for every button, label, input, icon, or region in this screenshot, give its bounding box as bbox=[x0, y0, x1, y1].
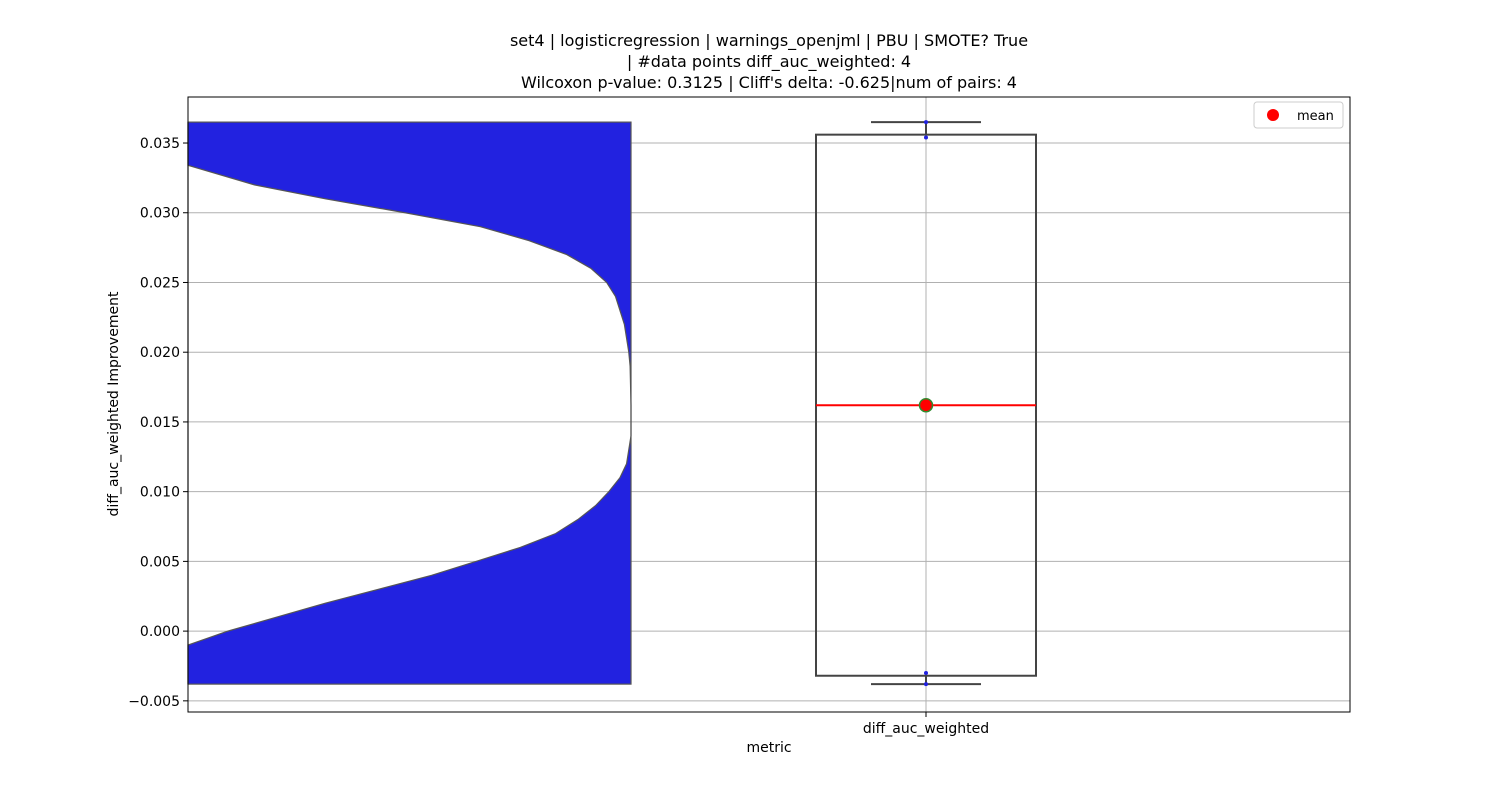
chart-title-line-1: set4 | logisticregression | warnings_ope… bbox=[510, 31, 1028, 51]
chart-title: set4 | logisticregression | warnings_ope… bbox=[510, 31, 1028, 92]
y-tick-label-8: 0.035 bbox=[140, 136, 180, 152]
y-tick-label-3: 0.010 bbox=[140, 485, 180, 501]
y-tick-label-6: 0.025 bbox=[140, 275, 180, 291]
chart-title-line-2: | #data points diff_auc_weighted: 4 bbox=[627, 52, 911, 72]
data-point-1 bbox=[924, 670, 928, 675]
data-point-2 bbox=[924, 135, 928, 140]
legend-frame bbox=[1253, 101, 1344, 129]
y-axis-label: diff_auc_weighted Improvement bbox=[106, 291, 122, 516]
legend: mean bbox=[1253, 101, 1344, 129]
y-tick-label-7: 0.030 bbox=[140, 206, 180, 222]
axes-frame bbox=[187, 96, 1351, 713]
y-tick-label-0: −0.005 bbox=[128, 694, 180, 710]
data-point-0 bbox=[924, 682, 928, 687]
chart-title-line-3: Wilcoxon p-value: 0.3125 | Cliff's delta… bbox=[521, 73, 1017, 92]
x-axis-ticks: diff_auc_weighted bbox=[863, 712, 989, 737]
data-point-3 bbox=[924, 120, 928, 125]
y-tick-label-1: 0.000 bbox=[140, 624, 180, 640]
violin-body bbox=[188, 122, 631, 685]
y-tick-label-4: 0.015 bbox=[140, 415, 180, 431]
x-axis-label: metric bbox=[746, 740, 791, 756]
box-plot bbox=[815, 120, 1037, 687]
y-tick-label-2: 0.005 bbox=[140, 554, 180, 570]
y-tick-label-5: 0.020 bbox=[140, 345, 180, 361]
mean-marker bbox=[918, 397, 934, 413]
legend-mean-label: mean bbox=[1297, 109, 1334, 124]
x-tick-label-0: diff_auc_weighted bbox=[863, 721, 989, 737]
legend-mean-marker bbox=[1267, 109, 1279, 121]
y-axis-ticks: −0.005 0.000 0.005 0.010 0.015 0.020 0.025 0.03… bbox=[128, 136, 188, 710]
violin bbox=[187, 121, 632, 685]
